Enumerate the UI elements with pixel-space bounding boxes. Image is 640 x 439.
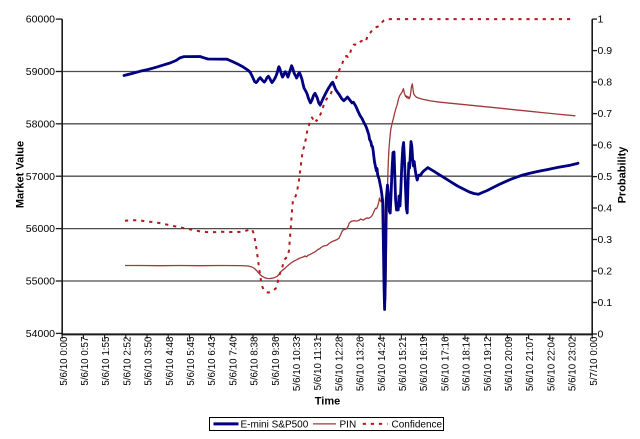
svg-text:5/6/10 13:26: 5/6/10 13:26 [356, 336, 367, 391]
svg-text:5/6/10 11:31: 5/6/10 11:31 [313, 337, 324, 391]
svg-text:5/7/10 0:00: 5/7/10 0:00 [589, 336, 600, 386]
svg-text:0.3: 0.3 [598, 234, 613, 246]
svg-text:5/6/10 15:21: 5/6/10 15:21 [398, 337, 409, 391]
svg-text:5/6/10 12:28: 5/6/10 12:28 [334, 336, 345, 391]
svg-text:5/6/10 2:52: 5/6/10 2:52 [122, 337, 133, 386]
svg-text:0.2: 0.2 [598, 266, 613, 278]
svg-text:55000: 55000 [26, 276, 55, 288]
svg-text:0.5: 0.5 [598, 171, 613, 183]
svg-text:5/6/10 0:57: 5/6/10 0:57 [80, 337, 91, 386]
svg-text:0.4: 0.4 [598, 203, 613, 215]
svg-text:5/6/10 14:24: 5/6/10 14:24 [377, 336, 388, 391]
svg-text:5/6/10 1:55: 5/6/10 1:55 [101, 336, 112, 386]
svg-text:5/6/10 4:48: 5/6/10 4:48 [165, 336, 176, 386]
svg-text:E-mini S&P500: E-mini S&P500 [241, 420, 309, 431]
svg-text:Confidence: Confidence [392, 420, 443, 431]
svg-text:5/6/10 6:43: 5/6/10 6:43 [207, 336, 218, 386]
svg-text:5/6/10 16:19: 5/6/10 16:19 [419, 337, 430, 391]
svg-text:5/6/10 19:12: 5/6/10 19:12 [483, 337, 494, 391]
svg-text:58000: 58000 [26, 118, 55, 130]
svg-text:5/6/10 18:14: 5/6/10 18:14 [462, 336, 473, 391]
svg-text:5/6/10 3:50: 5/6/10 3:50 [144, 336, 155, 386]
svg-text:60000: 60000 [26, 14, 55, 26]
svg-text:5/6/10 8:38: 5/6/10 8:38 [250, 336, 261, 386]
svg-text:54000: 54000 [26, 328, 55, 340]
svg-text:Probability: Probability [616, 146, 628, 204]
svg-text:0.8: 0.8 [598, 77, 613, 89]
svg-text:5/6/10 22:04: 5/6/10 22:04 [546, 336, 557, 391]
svg-text:5/6/10 17:16: 5/6/10 17:16 [440, 336, 451, 391]
svg-text:5/6/10 0:00: 5/6/10 0:00 [59, 336, 70, 386]
svg-text:Time: Time [315, 396, 340, 408]
svg-text:Market Value: Market Value [14, 141, 26, 208]
svg-text:5/6/10 5:45: 5/6/10 5:45 [186, 336, 197, 386]
svg-text:0.9: 0.9 [598, 45, 613, 57]
svg-text:5/6/10 23:02: 5/6/10 23:02 [568, 337, 579, 391]
svg-text:5/6/10 20:09: 5/6/10 20:09 [504, 337, 515, 391]
svg-text:57000: 57000 [26, 171, 55, 183]
svg-text:0.6: 0.6 [598, 140, 613, 152]
svg-text:1: 1 [598, 14, 604, 26]
svg-text:5/6/10 21:07: 5/6/10 21:07 [525, 337, 536, 391]
svg-text:0: 0 [598, 329, 604, 341]
svg-text:56000: 56000 [26, 223, 55, 235]
svg-text:5/6/10 10:33: 5/6/10 10:33 [292, 336, 303, 391]
svg-text:59000: 59000 [26, 66, 55, 78]
svg-text:PIN: PIN [340, 420, 357, 431]
svg-text:5/6/10 9:36: 5/6/10 9:36 [271, 336, 282, 386]
svg-text:0.7: 0.7 [598, 108, 613, 120]
svg-text:5/6/10 7:40: 5/6/10 7:40 [228, 336, 239, 386]
svg-text:0.1: 0.1 [598, 297, 613, 309]
